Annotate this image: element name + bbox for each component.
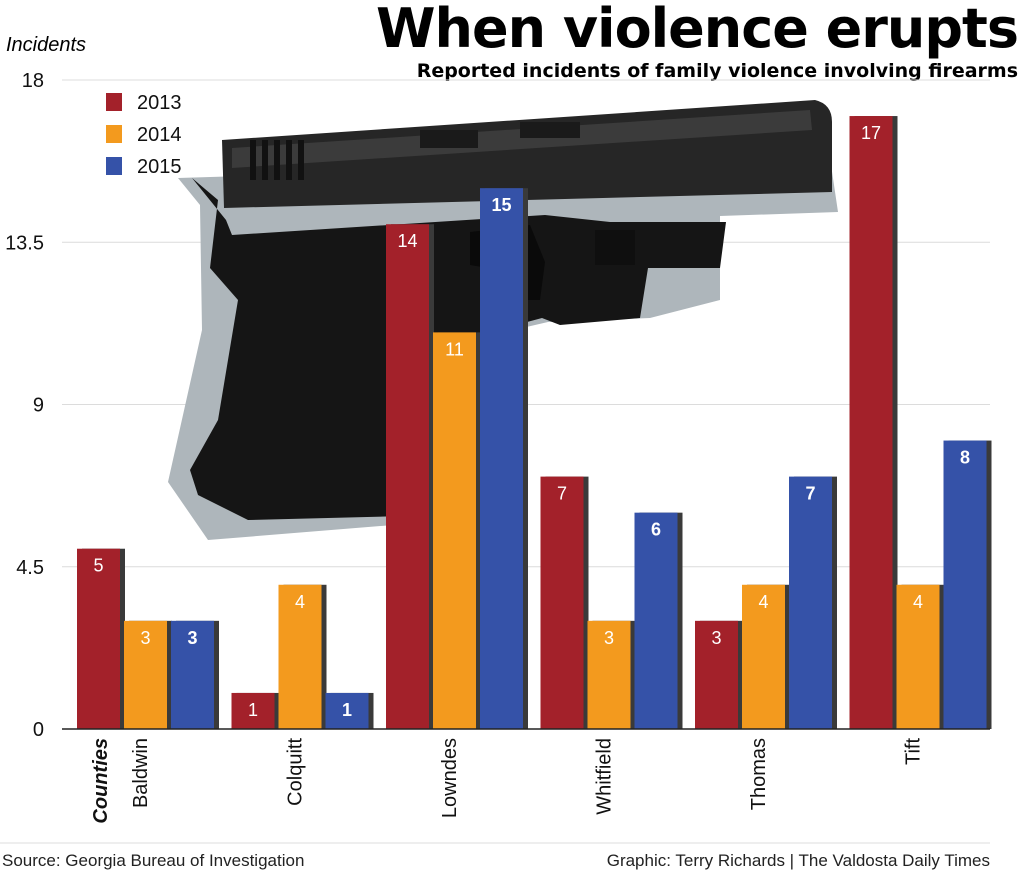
data-label: 4: [758, 592, 768, 612]
category-label: Tift: [903, 738, 925, 765]
bar-2014-whitfield: [587, 620, 631, 729]
bar-2015-colquitt: [325, 692, 369, 729]
credit-note: Graphic: Terry Richards | The Valdosta D…: [606, 851, 990, 870]
legend-swatch-2013: [106, 93, 122, 111]
y-tick-label: 18: [22, 70, 44, 92]
data-label: 7: [805, 484, 815, 504]
bar-2015-tift: [943, 440, 987, 729]
legend-label: 2013: [137, 92, 182, 114]
bar-2013-lowndes: [386, 224, 429, 729]
data-label: 6: [651, 520, 661, 540]
category-label: Colquitt: [285, 738, 307, 806]
bar-2014-tift: [896, 584, 940, 729]
data-label: 4: [913, 592, 923, 612]
bar-2015-whitfield: [634, 512, 678, 729]
category-label: Thomas: [748, 738, 770, 810]
x-axis-label: Counties: [90, 738, 112, 824]
data-label: 1: [248, 700, 258, 720]
legend-label: 2014: [137, 124, 182, 146]
data-label: 1: [342, 700, 352, 720]
bar-2013-tift: [849, 116, 893, 730]
category-label: Whitfield: [594, 738, 616, 815]
y-tick-label: 13.5: [5, 232, 44, 254]
legend-label: 2015: [137, 156, 182, 178]
data-label: 17: [861, 123, 881, 143]
y-axis-label: Incidents: [6, 34, 87, 56]
bar-2014-thomas: [742, 584, 785, 729]
bar-2015-thomas: [789, 476, 832, 729]
bar-2013-colquitt: [231, 692, 275, 729]
data-label: 4: [295, 592, 305, 612]
bar-2013-thomas: [695, 620, 738, 729]
data-label: 3: [711, 628, 721, 648]
data-label: 7: [557, 484, 567, 504]
chart-title: When violence erupts: [375, 0, 1019, 60]
bar-2013-whitfield: [540, 476, 584, 729]
bar-2015-baldwin: [171, 620, 214, 729]
bar-2015-lowndes: [480, 188, 523, 729]
y-tick-label: 9: [33, 395, 44, 417]
bar-2014-baldwin: [124, 620, 167, 729]
legend: 2013 2014 2015: [106, 92, 182, 178]
legend-swatch-2014: [106, 125, 122, 143]
chart-subtitle: Reported incidents of family violence in…: [416, 60, 1018, 82]
y-tick-label: 0: [33, 719, 44, 741]
data-label: 15: [491, 195, 511, 215]
bar-2014-lowndes: [433, 332, 476, 729]
data-label: 3: [187, 628, 197, 648]
category-label: Baldwin: [130, 738, 152, 808]
y-tick-label: 4.5: [16, 557, 44, 579]
data-label: 14: [397, 231, 417, 251]
data-label: 3: [604, 628, 614, 648]
category-label: Lowndes: [439, 738, 461, 818]
source-note: Source: Georgia Bureau of Investigation: [2, 851, 305, 870]
data-label: 8: [960, 448, 970, 468]
bar-2013-baldwin: [77, 548, 120, 729]
data-label: 5: [93, 556, 103, 576]
data-label: 3: [140, 628, 150, 648]
legend-swatch-2015: [106, 157, 122, 175]
bar-2014-colquitt: [278, 584, 322, 729]
data-label: 11: [445, 339, 464, 359]
pistol-illustration: [168, 100, 838, 540]
